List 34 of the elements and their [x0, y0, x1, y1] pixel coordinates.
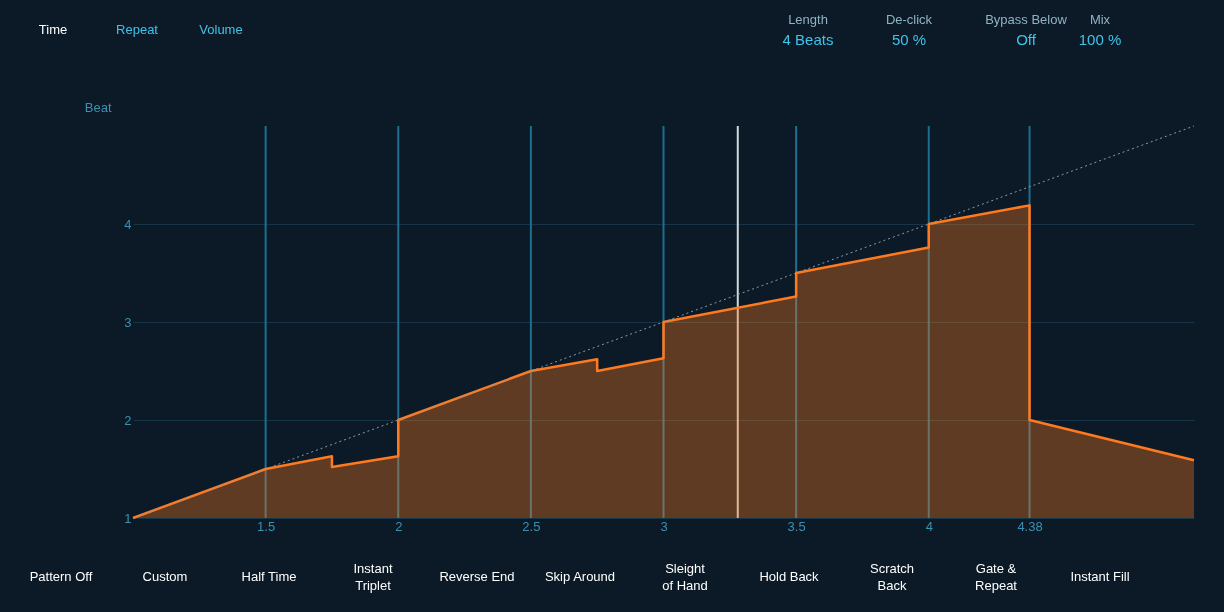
text: 4 Beats: [782, 31, 834, 48]
text: Length: [788, 12, 828, 27]
x-tick-label: 4: [925, 518, 933, 534]
y-tick-label: 1: [124, 510, 132, 526]
x-tick-label: 4.38: [1017, 518, 1043, 534]
y-tick-label: 4: [124, 216, 132, 232]
x-tick-label: 2: [395, 518, 403, 534]
text: Gate & Repeat: [975, 560, 1018, 593]
text: Skip Around: [544, 569, 616, 584]
text: Half Time: [241, 569, 297, 584]
text: Instant Fill: [1070, 569, 1130, 584]
text: Sleight of Hand: [662, 560, 708, 593]
text: Scratch Back: [869, 560, 915, 593]
x-tick-label: 3.5: [787, 518, 806, 534]
text: Volume: [199, 22, 243, 37]
x-tick-label: 1.5: [257, 518, 276, 534]
text: Reverse End: [439, 569, 515, 584]
text: Hold Back: [759, 569, 820, 584]
text: Off: [1016, 31, 1037, 48]
text: 50 %: [891, 31, 927, 48]
y-axis-title: Beat: [84, 99, 112, 115]
text: Bypass Below: [985, 12, 1068, 27]
text: Time: [38, 22, 68, 37]
text: Instant Triplet: [353, 560, 393, 593]
x-tick-label: 2.5: [522, 518, 541, 534]
text: Custom: [142, 569, 188, 584]
text: 100 %: [1078, 31, 1122, 48]
text: Pattern Off: [29, 569, 93, 584]
y-tick-label: 2: [124, 412, 132, 428]
text: Mix: [1089, 12, 1111, 27]
text: De-click: [885, 12, 933, 27]
y-tick-label: 3: [124, 314, 132, 330]
x-tick-label: 3: [660, 518, 668, 534]
text: Repeat: [116, 22, 159, 37]
